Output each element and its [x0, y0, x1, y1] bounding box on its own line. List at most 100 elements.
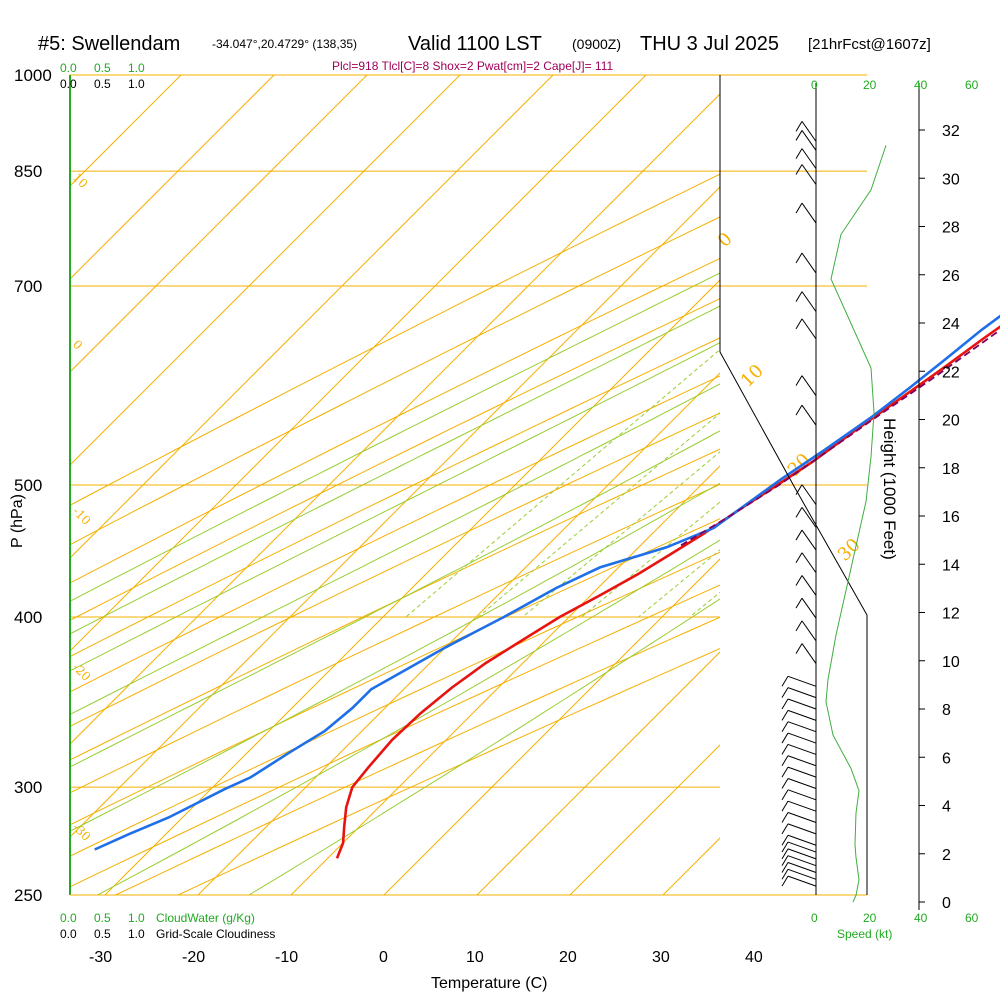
wind-barb-flag — [795, 121, 803, 132]
height-tick-label: 22 — [942, 364, 960, 381]
pressure-tick-label: 300 — [14, 778, 42, 797]
speed-tick-top: 40 — [914, 78, 928, 92]
wind-barb-flag — [795, 597, 803, 609]
dry-adiabat — [70, 375, 720, 693]
cloud-water-label: CloudWater (g/Kg) — [156, 911, 255, 925]
pressure-tick-label: 250 — [14, 886, 42, 905]
wind-barb — [801, 597, 817, 619]
speed-tick-bottom: 0 — [811, 911, 818, 925]
isotherm-line — [70, 75, 275, 280]
right-frame — [719, 75, 868, 895]
isotherm-line — [569, 744, 720, 895]
isobars: 1000850700500400300250100-10-20-30010203… — [14, 66, 867, 905]
wind-barb-flag — [795, 318, 803, 330]
wind-barb-flag — [781, 698, 789, 710]
pressure-tick-label: 1000 — [14, 66, 52, 85]
height-tick-label: 0 — [942, 895, 951, 912]
isotherm-line — [849, 75, 1000, 895]
height-tick-label: 6 — [942, 750, 951, 767]
height-tick-label: 12 — [942, 606, 960, 623]
scale-green-2: 1.0 — [128, 911, 145, 925]
pressure-tick-label: 850 — [14, 162, 42, 181]
wind-barb — [801, 148, 817, 169]
wind-barb-flag — [795, 552, 803, 564]
mixing-ratio-line — [522, 451, 720, 618]
wind-barb-flag — [781, 862, 789, 873]
wind-barb-flag — [781, 812, 789, 823]
dry-adiabat — [70, 448, 720, 761]
isotherm-label: -20 — [70, 660, 94, 684]
moist-adiabat — [70, 430, 720, 768]
sounding-profiles — [94, 314, 1000, 859]
wind-barb — [801, 375, 817, 396]
wind-barb — [787, 755, 817, 767]
wind-barb — [787, 875, 817, 887]
wind-barb — [801, 291, 817, 312]
dry-adiabat-label: 10 — [737, 360, 768, 391]
wind-barb — [801, 164, 817, 185]
wind-barb-flag — [781, 676, 789, 687]
wind-barb — [787, 812, 817, 824]
wind-barb-flag — [781, 710, 789, 721]
dry-adiabat — [70, 483, 720, 794]
wind-barb — [787, 868, 817, 880]
wind-barb — [787, 841, 817, 853]
isotherm-line — [70, 75, 368, 373]
temperature-tick-label: -30 — [89, 949, 112, 966]
temperature-tick-label: -20 — [182, 949, 205, 966]
wind-barb-flag — [795, 375, 803, 386]
moist-adiabat — [248, 598, 720, 895]
wind-barb-flag — [781, 687, 789, 698]
pressure-tick-label: 400 — [14, 608, 42, 627]
temperature-tick-label: 0 — [379, 949, 388, 966]
wind-barb-flag — [795, 404, 803, 416]
wind-barb-flag — [781, 869, 789, 880]
wind-barb — [801, 643, 817, 664]
height-tick-label: 30 — [942, 171, 960, 188]
zulu-time: (0900Z) — [572, 36, 621, 52]
station-title: #5: Swellendam — [38, 33, 180, 55]
wind-barb — [787, 709, 817, 721]
wind-barb — [801, 552, 817, 574]
temperature-tick-label: 20 — [559, 949, 577, 966]
wind-barb — [787, 721, 817, 733]
chart-axes: -30 -20 -10 0 10 20 30 40 — [69, 75, 868, 966]
wind-barb — [787, 766, 817, 778]
dry-adiabat-label: 30 — [834, 534, 865, 565]
forecast-info: [21hrFcst@1607z] — [808, 36, 931, 53]
wind-barb-flag — [781, 800, 789, 812]
dry-adiabat — [70, 216, 720, 546]
wind-barb — [801, 529, 817, 551]
wind-barb-flag — [795, 291, 803, 302]
top-scale-green-0: 0.0 — [60, 61, 77, 75]
wind-barb-flag — [781, 789, 789, 801]
wind-barb-flag — [781, 834, 789, 846]
pressure-tick-label: 700 — [14, 277, 42, 296]
valid-date: THU 3 Jul 2025 — [640, 33, 779, 55]
valid-time: Valid 1100 LST — [408, 33, 542, 55]
wind-panel: 0246810121416182022242628303200202040406… — [781, 78, 979, 925]
top-scale-black-0: 0.0 — [60, 77, 77, 91]
mixing-ratio-line — [477, 412, 720, 618]
wind-barb-flag — [795, 643, 803, 654]
isotherm-line — [70, 75, 461, 466]
moist-adiabat — [70, 272, 720, 602]
dry-adiabat — [70, 518, 720, 826]
background-lines — [70, 75, 1000, 895]
height-axis-title: Height (1000 Feet) — [880, 418, 899, 560]
top-scale-black-1: 0.5 — [94, 77, 111, 91]
dry-adiabat — [70, 551, 720, 857]
wind-barb-flag — [781, 778, 789, 789]
wind-barb — [787, 800, 817, 812]
dry-adiabat — [70, 298, 720, 621]
dry-adiabat — [70, 412, 720, 727]
wind-barb — [787, 823, 817, 835]
isotherm-label: -30 — [70, 820, 94, 844]
height-tick-label: 24 — [942, 316, 960, 333]
wind-barb — [801, 252, 817, 274]
wind-barb — [801, 121, 817, 142]
isotherm-line — [383, 558, 720, 895]
height-tick-label: 4 — [942, 799, 951, 816]
temperature-tick-label: 10 — [466, 949, 484, 966]
